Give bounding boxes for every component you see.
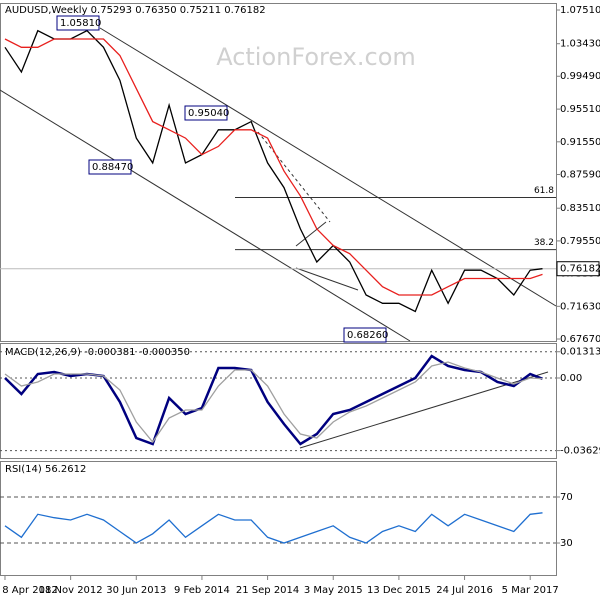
y-tick-label: 0.83510	[560, 203, 600, 214]
annotation: 1.05810	[60, 18, 101, 29]
price-title: AUDUSD,Weekly 0.75293 0.76350 0.75211 0.…	[5, 5, 266, 16]
y-tick-label: 0.00	[560, 373, 582, 384]
x-tick-label: 8 Apr 2012	[2, 585, 57, 596]
watermark: ActionForex.com	[216, 43, 416, 71]
trend-short	[295, 267, 359, 291]
y-tick-label: 0.91550	[560, 137, 600, 148]
fib-label: 61.8	[534, 186, 554, 196]
trend-short	[295, 221, 327, 247]
channel-lower	[0, 89, 411, 342]
x-tick-label: 24 Jul 2016	[436, 585, 493, 596]
y-tick-label: 0.67670	[560, 334, 600, 345]
x-tick-label: 5 Mar 2017	[502, 585, 559, 596]
y-tick-label: 30	[560, 538, 573, 549]
annotation-box	[88, 159, 132, 175]
series-line	[4, 38, 543, 296]
last-price-box	[556, 261, 600, 277]
macd-title: MACD(12,26,9) -0.000381 -0.000350	[5, 347, 190, 358]
annotation: 0.88470	[92, 162, 133, 173]
last-price-label: 0.76182	[560, 264, 600, 275]
y-tick-label: 0.95510	[560, 104, 600, 115]
channel-upper	[99, 27, 557, 307]
annotation-box	[56, 15, 100, 31]
series-line	[4, 361, 543, 444]
y-tick-label: 0.013131	[560, 347, 600, 358]
y-tick-label: 0.87590	[560, 170, 600, 181]
rsi-panel	[0, 461, 557, 576]
x-tick-label: 21 Sep 2014	[236, 585, 299, 596]
y-tick-label: 1.03430	[560, 39, 600, 50]
rsi-title: RSI(14) 56.2612	[5, 464, 86, 475]
annotation-box	[184, 105, 228, 121]
x-tick-label: 18 Nov 2012	[39, 585, 103, 596]
annotation: 0.68260	[347, 330, 388, 341]
annotation-box	[343, 327, 387, 343]
annotation: 0.95040	[188, 108, 229, 119]
y-tick-label: -0.03629	[560, 446, 600, 457]
y-tick-label: 1.07510	[560, 5, 600, 16]
y-tick-label: 70	[560, 492, 573, 503]
y-tick-label: 0.79550	[560, 236, 600, 247]
x-tick-label: 13 Dec 2015	[367, 585, 431, 596]
y-tick-label: 0.71630	[560, 301, 600, 312]
trend-dashed	[257, 131, 331, 223]
x-tick-label: 30 Jun 2013	[106, 585, 166, 596]
y-tick-label: 0.99490	[560, 71, 600, 82]
macd-panel	[0, 343, 557, 459]
series-line	[4, 512, 543, 544]
price-panel	[0, 3, 557, 342]
fib-label: 38.2	[534, 238, 554, 248]
x-tick-label: 9 Feb 2014	[174, 585, 230, 596]
x-tick-label: 3 May 2015	[304, 585, 363, 596]
